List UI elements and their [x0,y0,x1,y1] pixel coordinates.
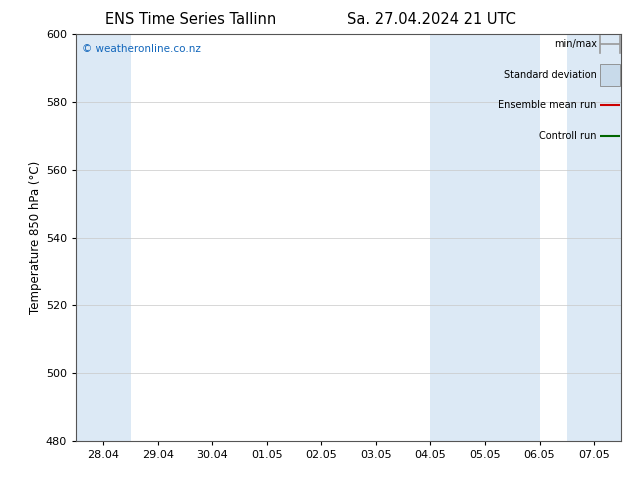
Text: © weatheronline.co.nz: © weatheronline.co.nz [82,45,200,54]
Text: Standard deviation: Standard deviation [504,70,597,80]
Y-axis label: Temperature 850 hPa (°C): Temperature 850 hPa (°C) [29,161,42,314]
Bar [430,34,540,441]
Bar [567,34,621,441]
Text: min/max: min/max [553,40,597,49]
Text: Sa. 27.04.2024 21 UTC: Sa. 27.04.2024 21 UTC [347,12,515,27]
Text: ENS Time Series Tallinn: ENS Time Series Tallinn [105,12,276,27]
Text: Ensemble mean run: Ensemble mean run [498,100,597,110]
Bar [600,64,619,86]
Text: Controll run: Controll run [540,131,597,141]
Bar [76,34,131,441]
